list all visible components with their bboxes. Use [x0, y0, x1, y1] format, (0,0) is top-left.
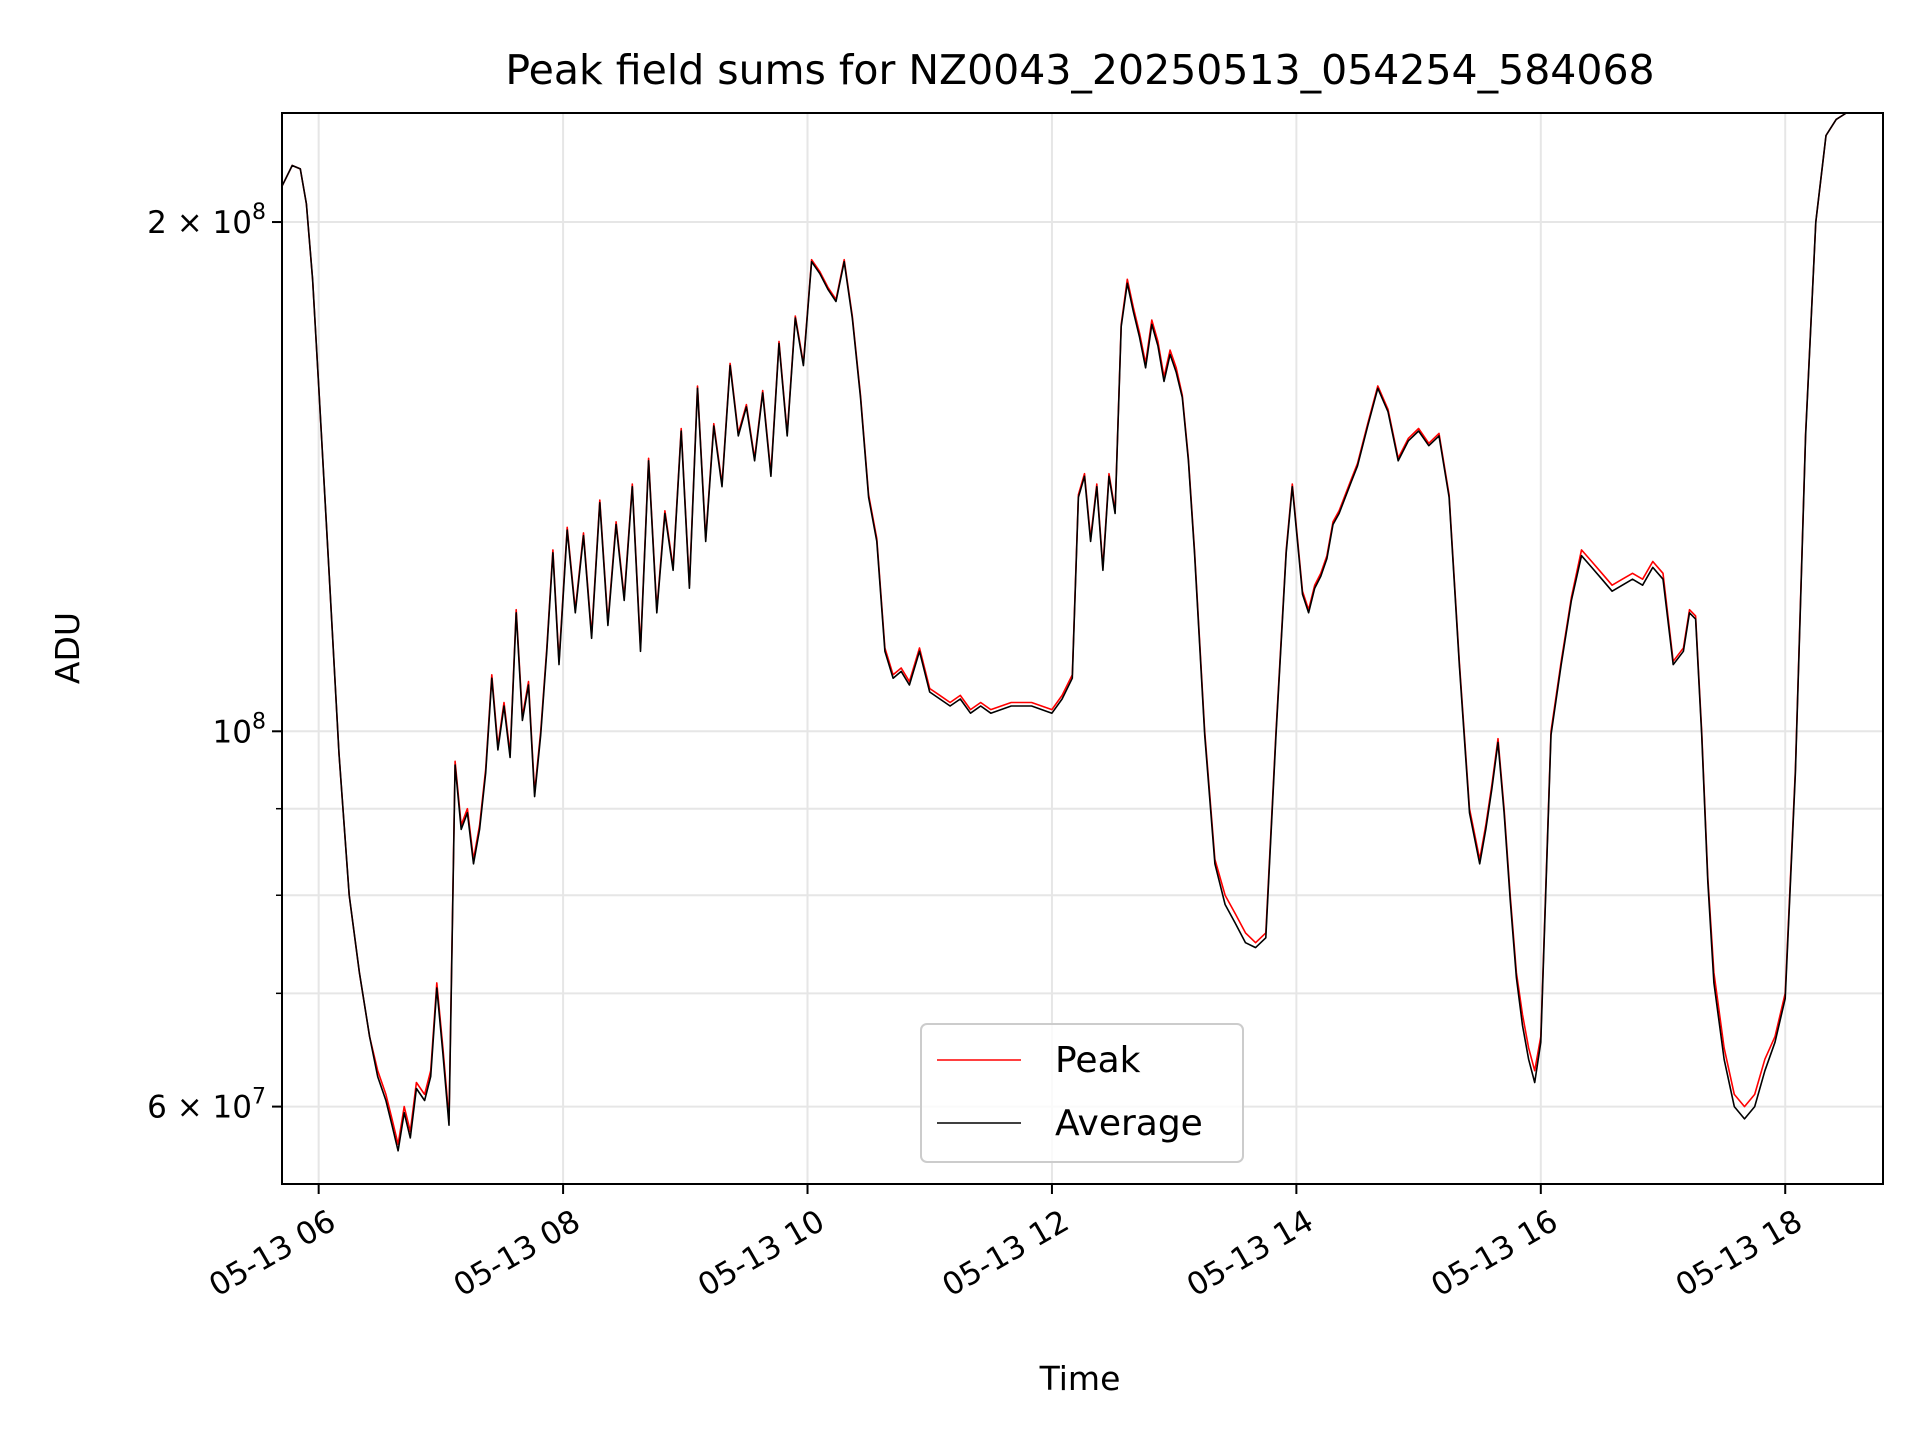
- plot-frame: [281, 112, 1884, 1185]
- y-tick-label: 108: [213, 709, 266, 750]
- y-axis: 2 × 108 108 6 × 107: [147, 200, 282, 1126]
- series-group: [281, 112, 1847, 1152]
- y-tick-label: 6 × 107: [147, 1085, 266, 1126]
- x-axis-label: Time: [1039, 1359, 1121, 1398]
- legend: Peak Average: [920, 1023, 1244, 1163]
- legend-label-average: Average: [1055, 1103, 1203, 1144]
- chart-title: Peak field sums for NZ0043_20250513_0542…: [505, 46, 1654, 94]
- legend-label-peak: Peak: [1055, 1040, 1141, 1081]
- y-tick-label: 2 × 108: [147, 200, 266, 241]
- y-axis-label: ADU: [48, 612, 87, 684]
- legend-box: [920, 1023, 1244, 1163]
- series-line-average: [281, 112, 1847, 1152]
